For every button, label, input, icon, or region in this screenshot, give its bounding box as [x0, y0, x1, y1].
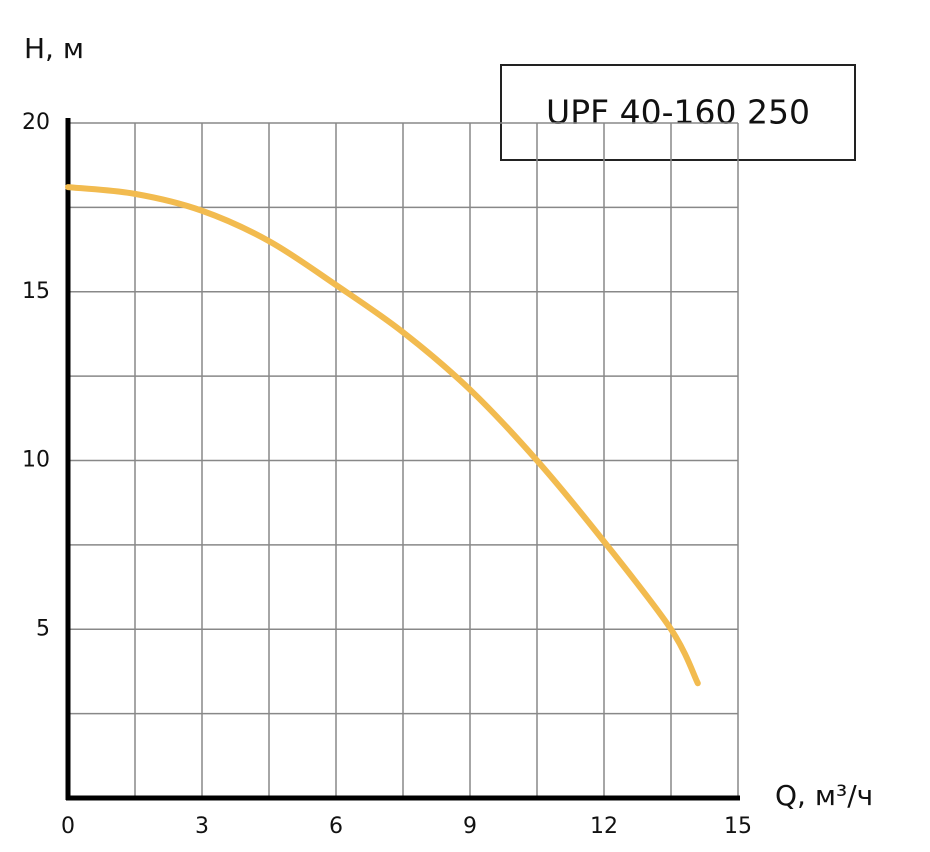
x-tick-label: 3 — [195, 814, 209, 839]
x-tick-label: 0 — [61, 814, 75, 839]
x-tick-label: 12 — [590, 814, 618, 839]
y-axis-label: H, м — [24, 32, 84, 65]
chart-title: UPF 40-160 250 — [546, 93, 810, 132]
y-tick-label: 10 — [22, 448, 50, 473]
x-tick-label: 6 — [329, 814, 343, 839]
x-axis-label: Q, м³/ч — [775, 779, 873, 812]
y-tick-label: 20 — [22, 110, 50, 135]
x-tick-label: 15 — [724, 814, 752, 839]
y-tick-label: 5 — [36, 616, 50, 641]
curve — [65, 184, 701, 687]
y-tick-label: 15 — [22, 279, 50, 304]
x-tick-label: 9 — [463, 814, 477, 839]
title-box — [500, 64, 856, 161]
